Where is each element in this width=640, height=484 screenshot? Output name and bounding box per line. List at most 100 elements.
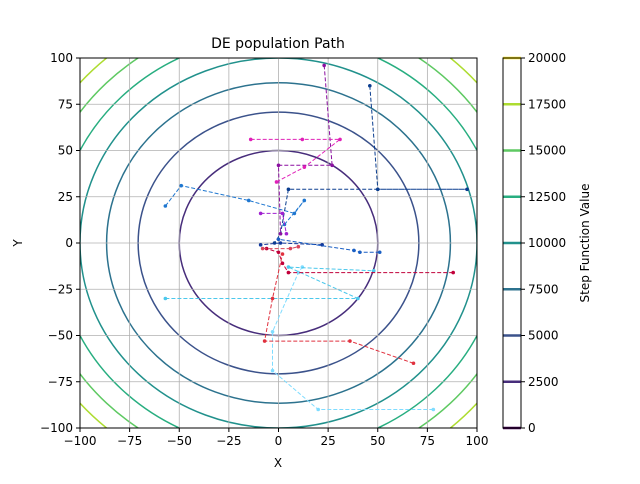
path-point bbox=[270, 330, 275, 334]
population-path bbox=[163, 265, 376, 301]
path-point bbox=[278, 241, 283, 245]
path-point bbox=[246, 198, 251, 203]
path-point bbox=[276, 163, 281, 168]
path-point bbox=[330, 163, 334, 168]
y-tick-label: −75 bbox=[48, 375, 73, 389]
path-point bbox=[371, 268, 376, 273]
path-point bbox=[375, 187, 380, 192]
path-point bbox=[348, 339, 352, 343]
y-tick-label: 0 bbox=[65, 236, 73, 250]
chart-title: DE population Path bbox=[211, 36, 345, 52]
path-point bbox=[280, 211, 285, 216]
path-point bbox=[248, 137, 253, 142]
y-tick-label: 50 bbox=[58, 144, 73, 158]
y-tick-label: −50 bbox=[48, 329, 73, 343]
path-line bbox=[165, 185, 305, 225]
y-tick-label: 100 bbox=[50, 51, 73, 65]
path-point bbox=[262, 339, 267, 343]
path-point bbox=[316, 407, 321, 412]
colorbar-tick-label: 7500 bbox=[528, 282, 559, 296]
population-path bbox=[248, 137, 342, 184]
y-tick-label: 75 bbox=[58, 97, 73, 111]
path-point bbox=[338, 137, 342, 142]
x-tick-label: −75 bbox=[117, 434, 142, 448]
path-point bbox=[179, 183, 184, 188]
population-path bbox=[258, 241, 324, 247]
population-path bbox=[270, 265, 436, 412]
path-point bbox=[352, 248, 356, 253]
population-path bbox=[264, 246, 455, 275]
path-point bbox=[270, 296, 275, 301]
series-layer bbox=[163, 63, 469, 412]
colorbar-tick-label: 12500 bbox=[528, 190, 566, 204]
path-point bbox=[368, 83, 372, 88]
path-line bbox=[260, 242, 323, 246]
path-point bbox=[286, 265, 291, 269]
path-point bbox=[272, 241, 277, 245]
path-point bbox=[276, 237, 281, 242]
path-point bbox=[280, 261, 285, 266]
path-point bbox=[300, 265, 305, 269]
path-point bbox=[411, 361, 416, 366]
path-line bbox=[165, 266, 374, 299]
path-point bbox=[258, 243, 263, 247]
x-tick-label: 0 bbox=[275, 434, 283, 448]
x-tick-label: 50 bbox=[370, 434, 385, 448]
population-path bbox=[260, 244, 301, 251]
colorbar-tick-label: 0 bbox=[528, 421, 536, 435]
colorbar-label: Step Function Value bbox=[578, 184, 592, 303]
path-point bbox=[284, 231, 289, 236]
path-point bbox=[431, 407, 436, 412]
path-point bbox=[292, 211, 297, 216]
y-tick-label: −25 bbox=[48, 282, 73, 296]
colorbar-tick-label: 20000 bbox=[528, 51, 566, 65]
x-tick-label: 75 bbox=[420, 434, 435, 448]
path-point bbox=[163, 204, 168, 208]
path-point bbox=[300, 137, 305, 142]
colorbar-tick-label: 10000 bbox=[528, 236, 566, 250]
y-axis-label: Y bbox=[11, 239, 25, 248]
y-tick-label: 25 bbox=[58, 190, 73, 204]
colorbar: 0 2500 5000 7500 10000 12500 15000 17500 20000 S… bbox=[502, 51, 592, 435]
population-path bbox=[262, 252, 416, 366]
path-point bbox=[286, 270, 291, 275]
x-tick-label: 100 bbox=[466, 434, 489, 448]
colorbar-tick-label: 2500 bbox=[528, 375, 559, 389]
path-point bbox=[288, 246, 293, 251]
y-tick-label: −100 bbox=[40, 421, 73, 435]
y-axis-ticks: −100 −75 −50 −25 0 25 50 75 100 bbox=[40, 51, 80, 435]
path-point bbox=[258, 211, 263, 216]
colorbar-ticks: 0 2500 5000 7500 10000 12500 15000 17500 20000 bbox=[521, 51, 566, 435]
path-point bbox=[451, 270, 455, 275]
colorbar-tick-label: 5000 bbox=[528, 329, 559, 343]
population-path bbox=[276, 237, 382, 255]
path-line bbox=[277, 65, 333, 234]
colorbar-tick-label: 17500 bbox=[528, 97, 566, 111]
x-tick-label: −50 bbox=[167, 434, 192, 448]
path-line bbox=[278, 238, 380, 253]
x-tick-label: −100 bbox=[64, 434, 97, 448]
path-point bbox=[260, 246, 265, 251]
path-point bbox=[163, 296, 168, 301]
path-point bbox=[377, 250, 382, 255]
path-point bbox=[278, 231, 283, 236]
path-point bbox=[302, 165, 307, 169]
population-path bbox=[163, 183, 307, 227]
x-tick-label: −25 bbox=[216, 434, 241, 448]
path-point bbox=[280, 252, 285, 256]
path-point bbox=[270, 368, 275, 373]
path-point bbox=[286, 187, 291, 192]
x-axis-label: X bbox=[274, 456, 282, 470]
path-point bbox=[356, 296, 360, 301]
path-point bbox=[276, 250, 281, 255]
x-tick-label: 25 bbox=[320, 434, 335, 448]
path-line bbox=[250, 138, 342, 183]
population-path bbox=[276, 63, 334, 236]
path-point bbox=[302, 198, 307, 203]
path-point bbox=[296, 244, 301, 249]
x-axis-ticks: −100 −75 −50 −25 0 25 50 75 100 bbox=[64, 428, 489, 448]
path-point bbox=[322, 63, 326, 68]
path-point bbox=[358, 250, 362, 255]
